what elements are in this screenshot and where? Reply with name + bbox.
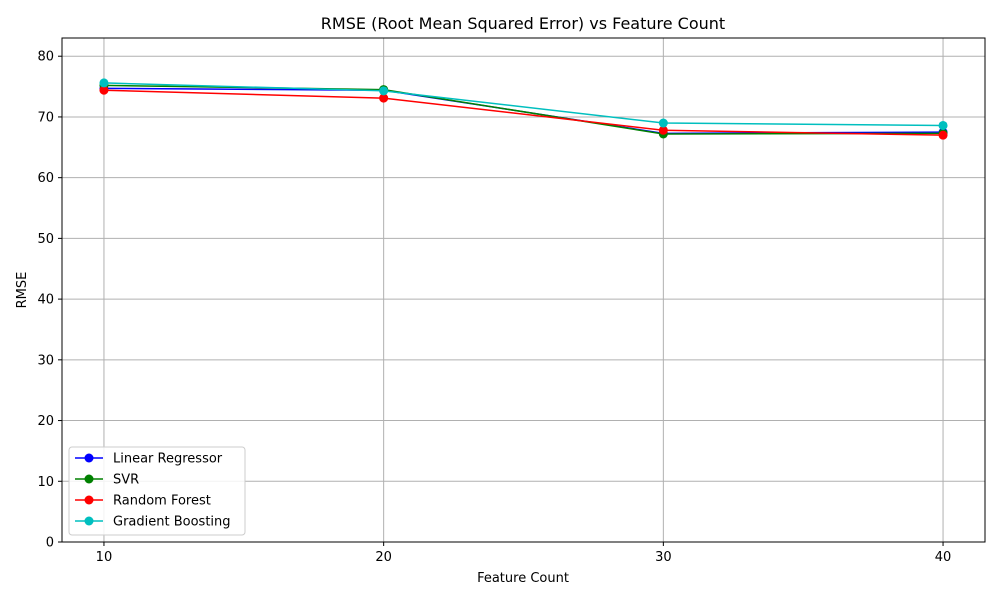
y-tick-label: 50 (37, 232, 54, 247)
legend-label: Gradient Boosting (113, 515, 231, 530)
x-tick-label: 30 (655, 550, 672, 565)
data-point (658, 125, 668, 135)
plot-area-frame (61, 37, 986, 543)
y-tick-label: 30 (37, 353, 54, 368)
y-tick-label: 0 (46, 536, 54, 551)
data-point (658, 118, 668, 128)
legend-box (68, 446, 246, 536)
x-tick-label: 20 (375, 550, 392, 565)
y-tick-label: 80 (37, 50, 54, 65)
series-line (103, 84, 944, 135)
legend-label: Random Forest (113, 494, 211, 509)
series-linear-regressor (99, 83, 948, 138)
series-line (103, 89, 944, 136)
y-axis-label: RMSE (15, 272, 30, 309)
series-line (103, 87, 944, 135)
legend-item: Random Forest (75, 494, 211, 509)
data-point (379, 93, 389, 103)
x-tick-label: 10 (96, 550, 113, 565)
legend-item: SVR (75, 473, 139, 488)
series-gradient-boosting (99, 78, 948, 130)
legend-swatch-marker (84, 495, 94, 505)
data-point (379, 86, 389, 96)
series-group (99, 78, 948, 140)
chart-title: RMSE (Root Mean Squared Error) vs Featur… (321, 14, 725, 33)
legend-item: Gradient Boosting (75, 515, 231, 530)
legend: Linear Regressor SVR Random Forest Gradient… (68, 446, 246, 536)
y-tick-label: 10 (37, 475, 54, 490)
legend-swatch-marker (84, 516, 94, 526)
data-point (938, 120, 948, 130)
data-point (938, 130, 948, 140)
series-line (103, 82, 944, 127)
legend-swatch-marker (84, 474, 94, 484)
legend-item: Linear Regressor (75, 452, 223, 467)
data-point (99, 85, 109, 95)
y-tick-label: 70 (37, 110, 54, 125)
x-tick-label: 40 (935, 550, 952, 565)
series-random-forest (99, 85, 948, 140)
y-tick-label: 60 (37, 171, 54, 186)
y-tick-label: 20 (37, 414, 54, 429)
data-point (99, 78, 109, 88)
y-tick-label: 40 (37, 293, 54, 308)
x-axis-label: Feature Count (477, 571, 569, 586)
axis-ticks: 10 20 30 40 0 10 20 30 40 50 60 70 80 (37, 50, 951, 565)
legend-label: Linear Regressor (113, 452, 223, 467)
legend-label: SVR (113, 473, 139, 488)
legend-swatch-marker (84, 453, 94, 463)
